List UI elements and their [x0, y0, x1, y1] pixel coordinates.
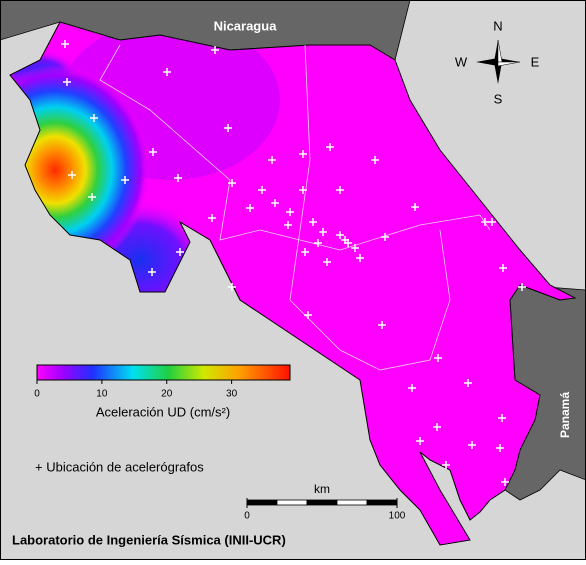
station-marker — [381, 233, 389, 241]
scale-segment — [336, 499, 368, 506]
station-marker — [271, 199, 279, 207]
colorbar-title: Aceleración UD (cm/s²) — [96, 404, 230, 419]
station-marker — [304, 311, 312, 319]
station-marker — [518, 283, 526, 291]
compass-w: W — [455, 54, 468, 69]
station-marker — [468, 441, 476, 449]
station-marker — [176, 248, 184, 256]
station-marker — [61, 40, 69, 48]
station-legend: + Ubicación de acelerógrafos — [35, 459, 204, 474]
station-marker — [326, 143, 334, 151]
scale-segment — [366, 499, 398, 506]
field-blob — [10, 65, 150, 275]
station-marker — [378, 321, 386, 329]
station-marker — [501, 478, 509, 486]
scale-unit: km — [314, 482, 330, 496]
colorbar-tick-label: 10 — [96, 389, 108, 400]
station-marker — [498, 414, 506, 422]
station-marker — [442, 461, 450, 469]
station-marker — [299, 186, 307, 194]
scale-segment — [276, 499, 308, 506]
station-marker — [356, 254, 364, 262]
colorbar — [36, 364, 291, 381]
province-border — [289, 44, 451, 371]
station-marker — [341, 236, 349, 244]
station-marker — [434, 354, 442, 362]
station-marker — [149, 148, 157, 156]
station-marker — [163, 68, 171, 76]
scale-tick-label: 100 — [389, 511, 406, 522]
station-marker — [351, 244, 359, 252]
station-marker — [63, 78, 71, 86]
scale-tick-label: 0 — [244, 511, 250, 522]
station-marker — [499, 264, 507, 272]
scale-segment — [306, 499, 338, 506]
station-marker — [481, 218, 489, 226]
station-marker — [90, 114, 98, 122]
station-marker — [121, 176, 129, 184]
station-marker — [211, 46, 219, 54]
colorbar-tick-label: 20 — [161, 389, 173, 400]
country-label: Nicaragua — [214, 18, 278, 33]
compass: N S W E — [455, 18, 540, 106]
station-marker — [301, 248, 309, 256]
credit: Laboratorio de Ingeniería Sísmica (INII-… — [12, 532, 286, 547]
station-marker — [314, 239, 322, 247]
station-marker — [284, 221, 292, 229]
compass-needle — [497, 61, 521, 67]
compass-e: E — [531, 54, 540, 69]
station-marker — [496, 444, 504, 452]
compass-s: S — [494, 91, 503, 106]
station-marker — [408, 384, 416, 392]
station-marker — [174, 174, 182, 182]
station-marker — [464, 379, 472, 387]
station-marker — [228, 283, 236, 291]
station-marker — [336, 231, 344, 239]
station-marker — [228, 179, 236, 187]
scale-segment — [246, 499, 278, 506]
station-marker — [323, 258, 331, 266]
colorbar-ticks: 0 10 20 30 — [34, 380, 238, 400]
country-label: Panamá — [558, 392, 572, 438]
colorbar-tick-label: 30 — [226, 389, 238, 400]
province-border — [99, 44, 491, 251]
station-marker — [148, 268, 156, 276]
station-marker — [246, 204, 254, 212]
station-marker — [258, 186, 266, 194]
stations — [61, 40, 526, 486]
station-marker — [309, 218, 317, 226]
station-marker — [286, 208, 294, 216]
scale-bar: 0 100 — [244, 498, 406, 522]
station-marker — [411, 203, 419, 211]
station-marker — [371, 156, 379, 164]
colorbar-tick-label: 0 — [34, 389, 40, 400]
station-marker — [488, 218, 496, 226]
station-marker — [433, 423, 441, 431]
station-marker — [88, 193, 96, 201]
station-marker — [319, 228, 327, 236]
station-marker — [268, 156, 276, 164]
station-marker — [416, 437, 424, 445]
station-marker — [299, 150, 307, 158]
compass-n: N — [493, 18, 502, 33]
station-marker — [68, 171, 76, 179]
station-marker — [224, 124, 232, 132]
station-marker — [208, 214, 216, 222]
station-marker — [336, 186, 344, 194]
